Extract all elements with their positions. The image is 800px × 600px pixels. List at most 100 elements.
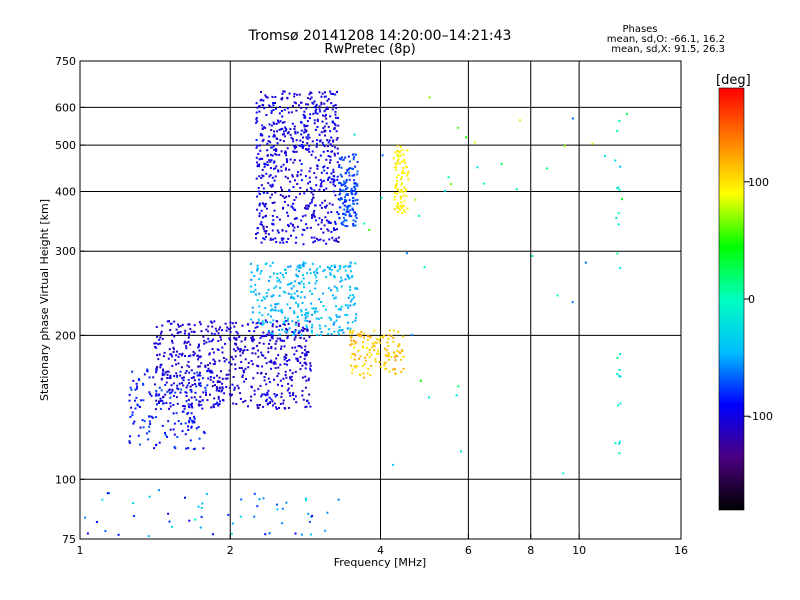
scatter-point — [257, 152, 260, 155]
scatter-point — [394, 186, 397, 189]
scatter-point — [251, 352, 254, 355]
scatter-point — [374, 358, 377, 361]
scatter-point — [257, 388, 260, 391]
scatter-point — [289, 394, 292, 397]
scatter-point — [299, 144, 302, 147]
scatter-point — [212, 358, 215, 361]
scatter-point — [305, 324, 308, 327]
scatter-point — [166, 370, 169, 373]
scatter-point — [205, 394, 207, 396]
scatter-point — [167, 512, 170, 515]
scatter-point — [301, 141, 304, 144]
scatter-point — [193, 421, 196, 424]
scatter-point — [556, 294, 559, 297]
scatter-point — [198, 373, 200, 376]
scatter-point — [204, 386, 207, 389]
scatter-point — [351, 207, 354, 210]
scatter-point — [258, 311, 261, 314]
scatter-point — [315, 105, 318, 108]
scatter-point — [271, 183, 274, 186]
scatter-point — [281, 522, 284, 525]
scatter-point — [616, 372, 619, 375]
scatter-point — [293, 297, 296, 300]
scatter-point — [356, 333, 359, 336]
scatter-point — [300, 533, 303, 536]
scatter-point — [283, 200, 286, 203]
scatter-point — [384, 361, 387, 364]
scatter-point — [169, 396, 172, 399]
scatter-point — [272, 121, 275, 124]
scatter-point — [268, 159, 271, 162]
scatter-point — [320, 206, 323, 209]
scatter-point — [299, 173, 302, 176]
scatter-point — [207, 377, 210, 380]
scatter-point — [179, 370, 182, 373]
scatter-point — [198, 356, 201, 359]
scatter-point — [305, 204, 308, 207]
scatter-point — [270, 153, 273, 156]
scatter-point — [213, 376, 216, 379]
scatter-point — [277, 354, 280, 357]
scatter-point — [250, 271, 253, 274]
scatter-point — [207, 330, 210, 333]
scatter-point — [289, 265, 292, 268]
scatter-point — [269, 174, 272, 177]
scatter-point — [161, 324, 164, 327]
scatter-point — [621, 198, 623, 201]
scatter-point — [287, 131, 290, 134]
scatter-point — [264, 232, 267, 235]
scatter-point — [187, 447, 190, 450]
scatter-point — [346, 314, 349, 317]
scatter-point — [269, 264, 272, 267]
scatter-point — [360, 331, 363, 333]
scatter-point — [153, 342, 156, 345]
scatter-point — [301, 215, 304, 218]
scatter-point — [447, 176, 450, 179]
scatter-point — [318, 188, 321, 191]
scatter-point — [276, 375, 279, 378]
scatter-point — [240, 498, 243, 501]
scatter-point — [414, 198, 417, 201]
scatter-point — [355, 313, 358, 316]
scatter-point — [221, 351, 224, 354]
scatter-point — [253, 393, 256, 396]
scatter-point — [275, 148, 277, 150]
scatter-point — [370, 354, 373, 357]
scatter-point — [363, 363, 366, 366]
scatter-point — [282, 206, 285, 209]
scatter-point — [148, 415, 150, 418]
scatter-point — [353, 185, 356, 188]
scatter-point — [253, 330, 256, 333]
scatter-point — [258, 204, 261, 207]
scatter-point — [339, 192, 342, 195]
scatter-point — [271, 330, 274, 333]
scatter-point — [290, 234, 292, 237]
scatter-point — [175, 372, 178, 375]
scatter-point — [325, 117, 328, 120]
scatter-point — [355, 192, 358, 195]
scatter-point — [299, 361, 302, 364]
scatter-point — [310, 188, 313, 191]
scatter-point — [259, 157, 262, 160]
scatter-point — [292, 296, 294, 299]
scatter-point — [348, 160, 351, 163]
scatter-point — [460, 450, 462, 453]
scatter-point — [292, 392, 295, 395]
scatter-point — [275, 150, 277, 152]
scatter-point — [158, 338, 161, 341]
scatter-point — [255, 139, 258, 141]
scatter-point — [403, 172, 406, 174]
scatter-point — [155, 390, 158, 392]
scatter-point — [172, 382, 175, 385]
scatter-point — [329, 221, 332, 224]
scatter-point — [171, 364, 174, 367]
scatter-point — [450, 183, 452, 186]
scatter-point — [316, 271, 319, 274]
scatter-point — [258, 105, 261, 108]
scatter-point — [142, 426, 145, 429]
scatter-point — [252, 377, 255, 380]
scatter-point — [402, 204, 405, 207]
scatter-point — [279, 363, 282, 366]
scatter-point — [346, 327, 349, 330]
